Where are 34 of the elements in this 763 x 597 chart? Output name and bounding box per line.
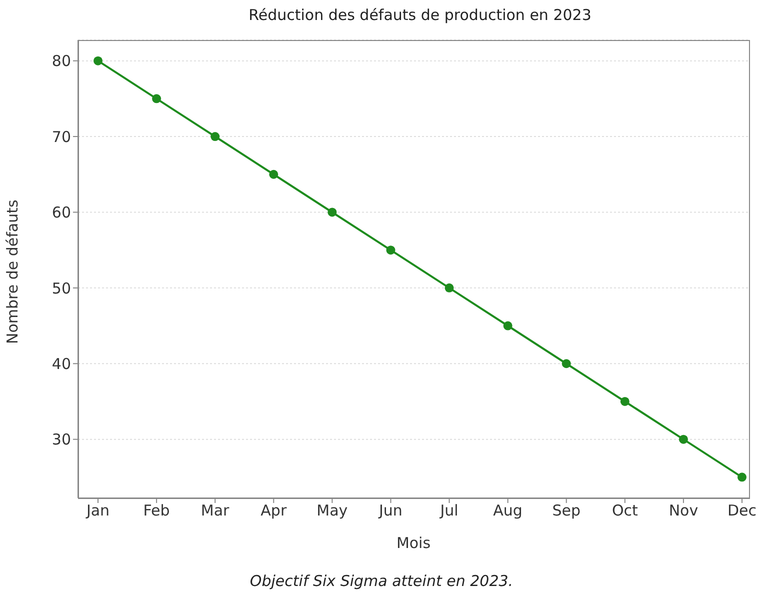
point [444,283,454,292]
y-tick-label: 60 [52,204,71,222]
x-tick-label: May [316,502,348,520]
point [620,396,630,406]
x-tick-label: Nov [668,502,698,520]
point [503,321,512,330]
point [210,132,220,142]
x-tick-label: Oct [612,502,638,520]
y-tick-label: 80 [52,52,71,70]
y-tick-label: 30 [52,430,71,449]
x-tick-label: Feb [143,502,170,520]
point [678,434,688,444]
x-tick-label: Jun [378,502,402,520]
x-tick-label: Sep [552,502,581,520]
x-tick-label: Dec [727,502,757,520]
x-tick-label: Apr [260,502,288,520]
chart-title: Réduction des défauts de production en 2023 [248,6,592,24]
point [738,472,746,482]
x-tick-label: Mar [200,502,230,520]
point [386,246,396,255]
x-tick-label: Jan [85,502,110,520]
point [152,94,162,104]
point [328,208,337,217]
point [269,170,278,179]
point [562,359,571,368]
y-axis-title: Nombre de défauts [3,200,22,344]
y-tick-label: 40 [52,354,71,373]
text: Objectif Six Sigma atteint en 2023. [248,572,514,590]
x-axis-title: Mois [396,534,431,552]
y-tick-label: 70 [52,128,71,146]
point [94,56,102,66]
x-tick-label: Jul [439,502,458,520]
y-tick-label: 50 [52,279,71,298]
x-tick-label: Aug [493,502,522,520]
